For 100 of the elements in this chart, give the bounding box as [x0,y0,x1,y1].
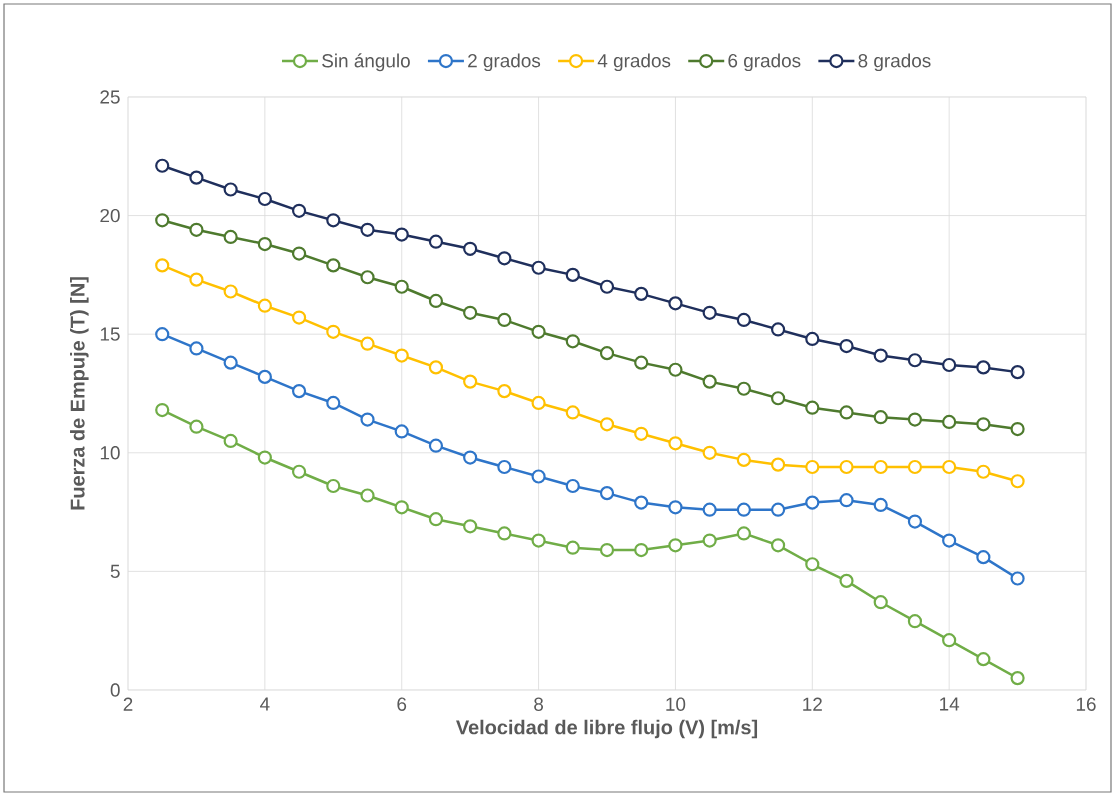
point [223,229,238,245]
point [360,222,375,237]
point [976,464,991,479]
point [770,502,786,517]
point [189,170,204,185]
x-tick-label: 2 [123,697,133,711]
point [428,512,444,527]
point [839,459,854,475]
point [907,412,923,427]
point [394,500,409,515]
y-tick-label: 15 [100,327,120,341]
point [634,426,649,441]
x-tick-label: 16 [1076,697,1096,711]
point [942,633,957,648]
point [839,405,854,420]
point [839,493,854,508]
point [223,284,238,299]
x-tick-label: 6 [397,697,407,711]
point [1010,671,1025,686]
point [223,182,238,197]
point [257,191,272,207]
point [873,595,888,610]
point [634,495,649,510]
point [873,459,888,475]
point [805,557,820,572]
point [257,236,272,252]
legend-label: Sin ángulo [322,53,410,72]
point [189,272,204,287]
point [257,298,272,313]
x-axis-title: Velocidad de libre flujo (V) [m/s] [456,719,758,739]
point [497,251,512,266]
point [976,550,991,565]
point [565,478,580,494]
point [223,433,238,449]
point [942,357,957,373]
point [907,459,923,475]
point [291,464,307,479]
point [770,538,786,553]
x-tick-label: 10 [666,697,686,711]
point [1010,571,1025,586]
point [189,222,204,237]
x-tick-label: 8 [534,697,544,711]
point [839,338,854,354]
point [805,400,820,415]
point [668,296,683,311]
point [428,293,444,309]
point [942,533,957,548]
legend-label: 6 grados [728,53,801,72]
point [942,459,957,475]
x-tick-label: 12 [803,697,822,711]
point [668,538,683,553]
point [428,360,444,375]
point [497,526,512,541]
point [668,500,683,515]
point [976,652,991,667]
point [1010,421,1025,437]
legend-label: 8 grados [858,53,931,72]
point [942,414,957,430]
point [634,286,649,301]
point [291,203,307,218]
point [394,227,409,242]
point [976,360,991,375]
y-tick-label: 25 [100,90,120,104]
point [326,478,341,494]
point [394,424,409,439]
point [257,369,272,384]
point [394,279,409,294]
point [634,542,649,558]
point [428,234,444,249]
point [360,488,375,503]
point [463,374,478,389]
point [565,267,580,282]
point [531,395,546,411]
point [805,459,820,475]
point [189,419,204,434]
point [702,502,717,517]
point [155,402,170,418]
point [155,327,170,342]
point [599,279,615,294]
point [565,334,580,349]
point [497,384,512,399]
point [326,395,341,411]
point [873,497,888,513]
point [907,514,923,529]
point [736,452,751,467]
point [1010,365,1025,380]
point [155,213,170,228]
point [155,258,170,273]
legend-label: 4 grados [597,53,671,72]
point [394,348,409,363]
point [702,374,717,389]
point [291,384,307,399]
point [463,305,478,320]
point [155,158,170,173]
x-tick-label: 14 [940,697,960,711]
y-axis-title: Fuerza de Empuje (T) [N] [70,277,89,510]
point [702,533,717,548]
point [189,341,204,356]
point [326,258,341,273]
point [599,486,615,501]
